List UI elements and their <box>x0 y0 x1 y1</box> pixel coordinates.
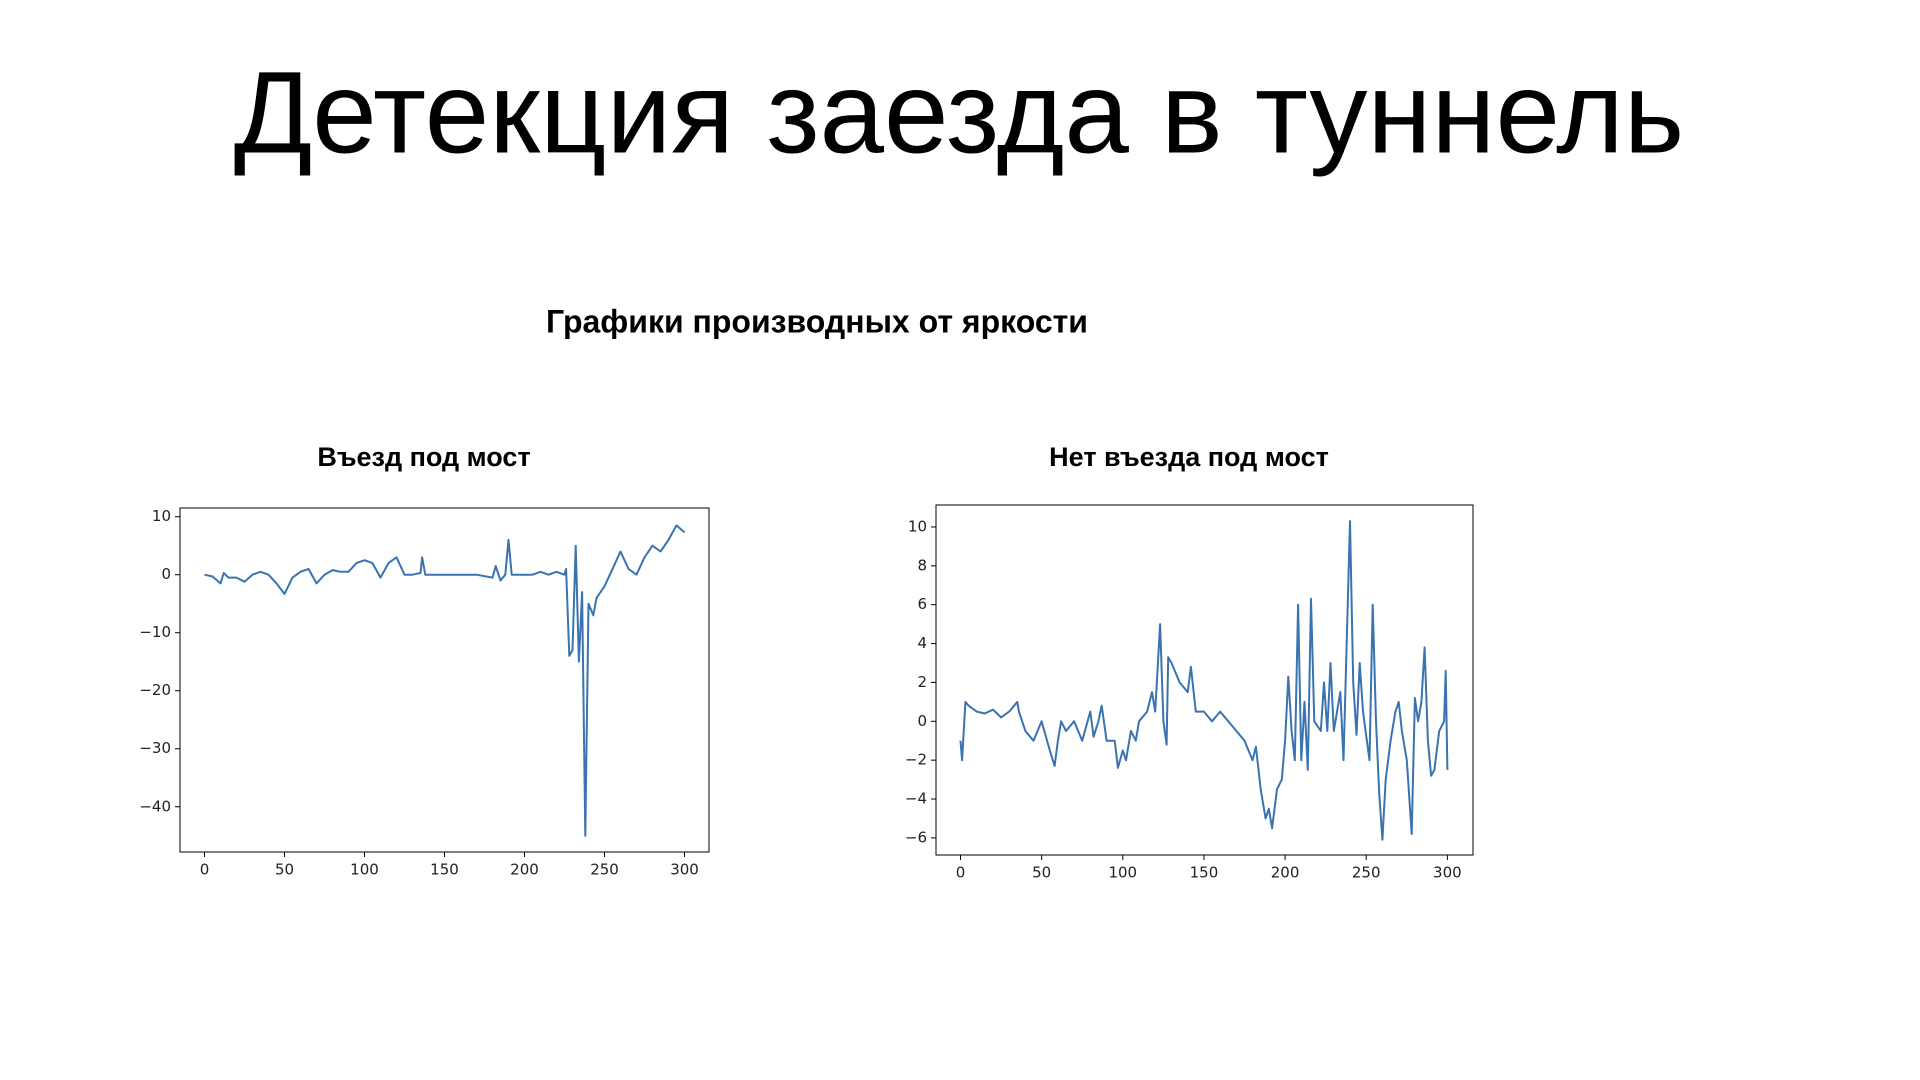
x-tick-label: 250 <box>1352 864 1381 882</box>
chart-title: Нет въезда под мост <box>1049 442 1329 472</box>
x-tick-label: 300 <box>670 861 699 879</box>
y-tick-label: 10 <box>152 507 171 525</box>
x-tick-label: 150 <box>1190 864 1219 882</box>
x-tick-label: 150 <box>430 861 459 879</box>
data-line <box>204 524 686 837</box>
y-tick-label: 4 <box>917 634 927 652</box>
x-tick-label: 200 <box>1271 864 1300 882</box>
y-tick-label: −2 <box>905 751 927 769</box>
y-tick-label: 2 <box>917 673 927 691</box>
chart-title: Въезд под мост <box>317 442 530 472</box>
plot-frame <box>935 504 1474 856</box>
plot-frame <box>179 507 710 853</box>
x-tick-label: 0 <box>956 864 966 882</box>
y-tick-label: 10 <box>908 517 927 535</box>
x-tick-label: 100 <box>1108 864 1137 882</box>
x-tick-label: 300 <box>1433 864 1462 882</box>
y-tick-label: 0 <box>917 712 927 730</box>
y-tick-label: 6 <box>917 595 927 613</box>
x-tick-label: 50 <box>1032 864 1051 882</box>
x-tick-label: 100 <box>350 861 379 879</box>
x-tick-label: 200 <box>510 861 539 879</box>
subtitle: Графики производных от яркости <box>546 303 1088 339</box>
y-tick-label: −40 <box>139 797 171 815</box>
x-tick-label: 250 <box>590 861 619 879</box>
data-line <box>959 520 1449 841</box>
y-tick-label: 8 <box>917 556 927 574</box>
y-tick-label: −10 <box>139 623 171 641</box>
slide-title: Детекция заезда в туннель <box>234 48 1685 178</box>
y-tick-label: −20 <box>139 681 171 699</box>
x-tick-label: 50 <box>275 861 294 879</box>
y-tick-label: −4 <box>905 790 927 808</box>
y-tick-label: 0 <box>161 565 171 583</box>
y-tick-label: −6 <box>905 828 927 846</box>
x-tick-label: 0 <box>200 861 210 879</box>
y-tick-label: −30 <box>139 739 171 757</box>
